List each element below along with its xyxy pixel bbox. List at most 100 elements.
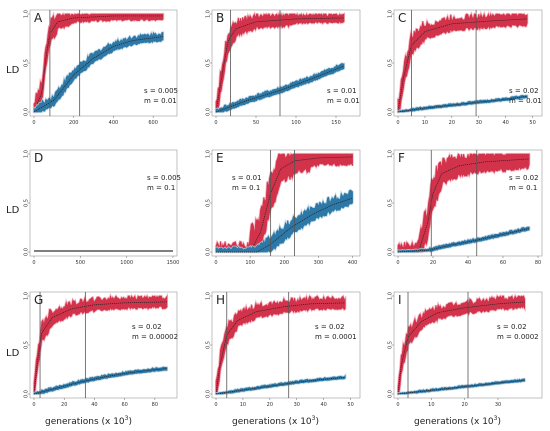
x-tick-label: 100 bbox=[291, 120, 301, 126]
y-tick-label: 0.0 bbox=[388, 108, 394, 116]
panel-letter: B bbox=[216, 11, 224, 25]
x-tick-label: 100 bbox=[245, 260, 255, 266]
y-tick-label: 1.0 bbox=[206, 150, 212, 158]
panel-i: 0.0 0.5 1.0 0 10 20 30 Is = 0.02 m = 0.0002 bbox=[388, 291, 543, 408]
x-tick-label: 50 bbox=[529, 120, 535, 126]
panel-e: 0.0 0.5 1.0 0 100 200 300 400 Es = 0.01 m = 0.1 bbox=[206, 149, 361, 266]
y-tick-label: 0.5 bbox=[206, 59, 212, 67]
x-tick-label: 50 bbox=[253, 120, 259, 126]
panel-letter: G bbox=[34, 293, 43, 307]
x-tick-label: 200 bbox=[280, 260, 290, 266]
y-tick-label: 0.5 bbox=[206, 199, 212, 207]
x-tick-label: 80 bbox=[535, 260, 541, 266]
panel-annotation: m = 0.1 bbox=[147, 184, 175, 192]
x-tick-label: 1500 bbox=[167, 260, 180, 266]
panel-letter: C bbox=[398, 11, 406, 25]
series-mean-blue bbox=[397, 228, 530, 253]
panel-d: 0.0 0.5 1.0 0 500 1000 1500 Ds = 0.005 m = 0.1 bbox=[24, 149, 181, 266]
panel-annotation: m = 0.00002 bbox=[132, 333, 178, 341]
x-tick-label: 0 bbox=[214, 402, 217, 408]
x-tick-label: 150 bbox=[331, 120, 341, 126]
y-tick-label: 0.5 bbox=[24, 59, 30, 67]
x-tick-label: 60 bbox=[121, 402, 127, 408]
panel-frame bbox=[29, 149, 178, 257]
panel-h: 0.0 0.5 1.0 0 10 20 30 40 50 Hs = 0.02 m = 0.0001 bbox=[206, 291, 361, 408]
y-tick-label: 0.0 bbox=[206, 390, 212, 398]
svg-text:generations (x 103): generations (x 103) bbox=[232, 415, 319, 427]
y-tick-label: 0.0 bbox=[388, 248, 394, 256]
series-band-red bbox=[33, 13, 164, 113]
y-tick-label: 1.0 bbox=[206, 10, 212, 18]
x-tick-label: 0 bbox=[32, 120, 35, 126]
x-tick-label: 20 bbox=[461, 402, 467, 408]
x-tick-label: 300 bbox=[314, 260, 324, 266]
x-tick-label: 20 bbox=[449, 120, 455, 126]
y-tick-label: 1.0 bbox=[24, 292, 30, 300]
series-band-red bbox=[215, 13, 345, 113]
x-axis-label-col-1: generations (x 103) bbox=[45, 415, 132, 427]
series-mean-red bbox=[215, 17, 345, 113]
y-tick-label: 1.0 bbox=[388, 150, 394, 158]
series-band-red bbox=[215, 295, 346, 395]
y-tick-label: 0.5 bbox=[206, 341, 212, 349]
panel-annotation: m = 0.0001 bbox=[315, 333, 357, 341]
x-tick-label: 400 bbox=[109, 120, 119, 126]
x-tick-label: 0 bbox=[396, 402, 399, 408]
x-tick-label: 400 bbox=[348, 260, 358, 266]
y-axis-label-row-1: LD bbox=[6, 65, 20, 76]
x-tick-label: 0 bbox=[396, 260, 399, 266]
y-tick-label: 0.5 bbox=[388, 199, 394, 207]
panel-b: 0.0 0.5 1.0 0 50 100 150 Bs = 0.01 m = 0.01 bbox=[206, 9, 361, 126]
x-tick-label: 0 bbox=[214, 260, 217, 266]
panel-letter: E bbox=[216, 151, 224, 165]
y-tick-label: 0.0 bbox=[206, 248, 212, 256]
y-tick-label: 1.0 bbox=[24, 10, 30, 18]
panel-c: 0.0 0.5 1.0 0 10 20 30 40 50 Cs = 0.02 m = 0.01 bbox=[388, 9, 543, 126]
series-mean-blue bbox=[215, 376, 346, 395]
x-tick-label: 20 bbox=[267, 402, 273, 408]
x-tick-label: 500 bbox=[76, 260, 86, 266]
x-tick-label: 20 bbox=[61, 402, 67, 408]
series-mean-blue bbox=[215, 65, 345, 113]
panel-letter: F bbox=[398, 151, 405, 165]
y-tick-label: 0.0 bbox=[24, 390, 30, 398]
x-tick-label: 80 bbox=[152, 402, 158, 408]
panel-annotation: s = 0.005 bbox=[147, 174, 181, 182]
x-axis-label-col-2: generations (x 103) bbox=[232, 415, 319, 427]
y-tick-label: 0.0 bbox=[24, 108, 30, 116]
panel-letter: H bbox=[216, 293, 225, 307]
x-tick-label: 0 bbox=[32, 260, 35, 266]
x-axis-label-col-3: generations (x 103) bbox=[414, 415, 501, 427]
panel-annotation: m = 0.01 bbox=[327, 97, 360, 105]
x-tick-label: 0 bbox=[32, 402, 35, 408]
x-tick-label: 40 bbox=[465, 260, 471, 266]
series-band-blue bbox=[397, 378, 525, 395]
panel-letter: I bbox=[398, 293, 402, 307]
series-band-blue bbox=[397, 226, 530, 253]
panel-annotation: s = 0.02 bbox=[509, 87, 539, 95]
series-band-red bbox=[397, 12, 528, 113]
x-tick-label: 60 bbox=[500, 260, 506, 266]
y-tick-label: 0.5 bbox=[24, 341, 30, 349]
panel-annotation: m = 0.01 bbox=[144, 97, 177, 105]
x-tick-label: 30 bbox=[476, 120, 482, 126]
series-mean-blue bbox=[397, 95, 528, 113]
x-tick-label: 40 bbox=[503, 120, 509, 126]
x-tick-label: 0 bbox=[396, 120, 399, 126]
panel-annotation: s = 0.02 bbox=[497, 323, 527, 331]
series-mean-blue bbox=[397, 379, 525, 395]
x-tick-label: 200 bbox=[69, 120, 79, 126]
y-tick-label: 0.0 bbox=[388, 390, 394, 398]
panel-annotation: s = 0.02 bbox=[132, 323, 162, 331]
series-mean-red bbox=[215, 302, 346, 395]
x-tick-label: 30 bbox=[294, 402, 300, 408]
x-tick-label: 50 bbox=[347, 402, 353, 408]
series-mean-red bbox=[397, 301, 525, 395]
x-tick-label: 40 bbox=[321, 402, 327, 408]
y-tick-label: 0.5 bbox=[388, 59, 394, 67]
panel-annotation: s = 0.005 bbox=[144, 87, 178, 95]
x-tick-label: 10 bbox=[428, 402, 434, 408]
y-tick-label: 0.0 bbox=[24, 248, 30, 256]
